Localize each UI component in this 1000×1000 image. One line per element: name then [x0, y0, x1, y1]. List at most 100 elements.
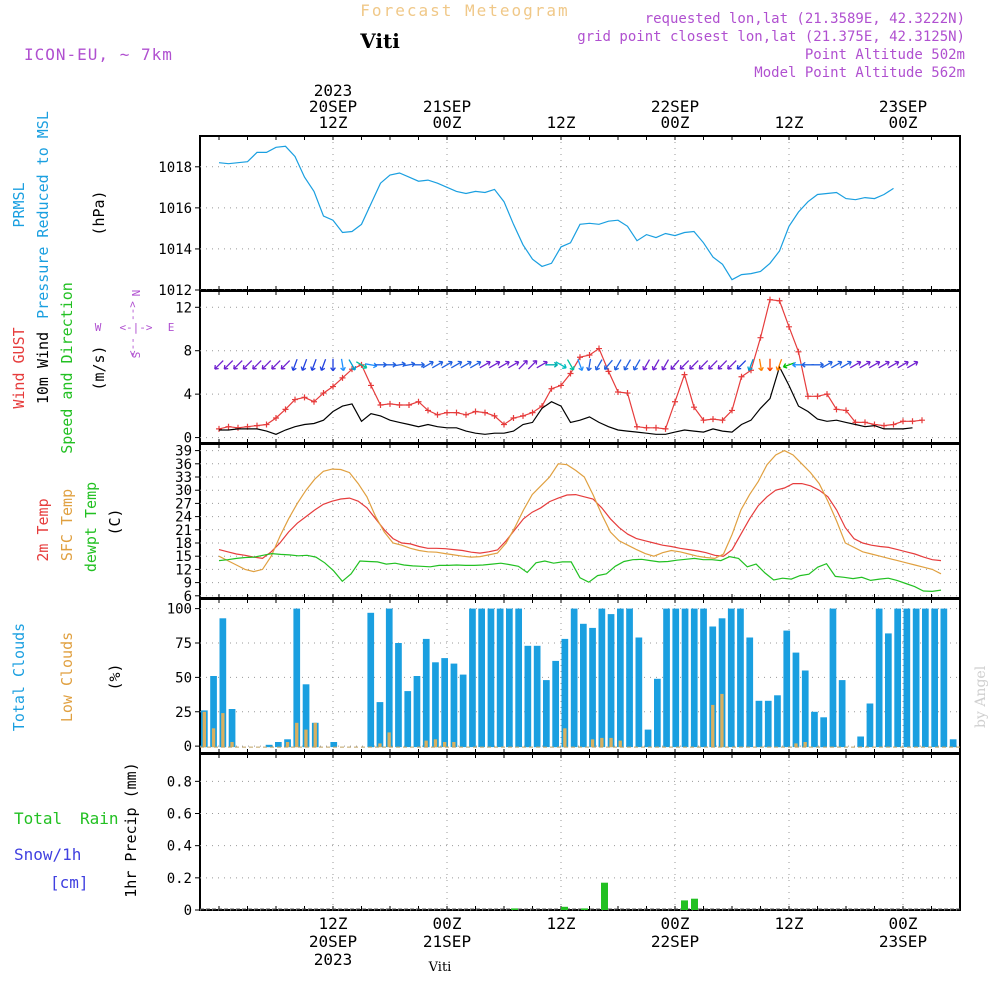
wind-direction-arrow: [830, 360, 843, 369]
compass-n-arrow: -->: [126, 301, 139, 321]
low-cloud-bar: [590, 739, 595, 748]
wind-direction-arrow: [488, 360, 501, 369]
gust-marker: [786, 323, 792, 330]
wind-direction-arrow: [878, 360, 890, 369]
top-time-label: 22SEP: [651, 97, 699, 116]
gust-marker: [330, 383, 336, 390]
total-cloud-bar: [838, 680, 846, 748]
gust-marker: [292, 396, 298, 403]
low-cloud-bar: [211, 728, 216, 748]
gust-marker: [691, 404, 697, 411]
bottom-time-label: 2023: [314, 950, 353, 969]
gust-marker: [520, 412, 526, 419]
wind-direction-arrow: [868, 360, 881, 369]
wind-direction-arrow: [310, 358, 317, 372]
compass-e-label: E: [168, 321, 175, 334]
wind-direction-arrow: [271, 360, 281, 370]
temperature-ytick-label: 30: [175, 483, 192, 499]
gust-marker: [225, 423, 232, 430]
compass-s-label: S: [130, 352, 143, 359]
wind-direction-arrow: [555, 361, 567, 369]
wind-direction-arrow: [469, 360, 482, 369]
wind-direction-arrow: [859, 360, 871, 369]
temperature-ytick-label: 15: [175, 549, 192, 565]
bottom-time-label: 21SEP: [423, 932, 471, 951]
wind-ytick-label: 4: [184, 387, 192, 403]
wind-ytick-label: 0: [184, 431, 192, 447]
compass-legend: W E <-|->--> N <--S: [95, 290, 175, 359]
total-cloud-bar: [617, 608, 624, 748]
total-cloud-bar: [922, 608, 929, 748]
precip-ytick-label: 0.6: [167, 807, 192, 823]
total-cloud-bar: [404, 691, 412, 748]
station-name: Viti: [359, 29, 400, 53]
precip-panel: 0 0.2 0.4 0.6 0.8: [167, 753, 961, 919]
wind-direction-arrow: [661, 359, 670, 371]
gust-marker: [700, 417, 707, 424]
point-altitude: Point Altitude 502m: [805, 47, 965, 63]
wind-direction-arrow: [670, 359, 680, 371]
wind-direction-arrow: [280, 360, 291, 370]
gust-marker: [301, 394, 308, 401]
wind-direction-arrow: [518, 359, 528, 370]
wind-direction-arrow: [577, 358, 584, 372]
wind-direction-arrow: [821, 360, 833, 369]
gust-marker: [368, 382, 374, 389]
gust-marker: [216, 425, 222, 432]
temp-label-unit: (C): [106, 508, 124, 535]
wind-direction-arrow: [840, 360, 852, 369]
temperature-frame: [199, 443, 961, 599]
gust-marker: [491, 412, 498, 419]
total-cloud-bar: [496, 608, 504, 748]
temperature-ytick-label: 9: [184, 576, 192, 592]
rain-bar: [681, 900, 688, 910]
wind-direction-arrow: [736, 360, 747, 370]
gust-marker: [757, 334, 764, 341]
bottom-time-label: 00Z: [661, 914, 690, 933]
total-cloud-bar: [801, 670, 809, 748]
gust-marker: [529, 409, 536, 416]
pressure-panel: 1012 1014 1016 1018: [158, 135, 961, 299]
bottom-time-label: 22SEP: [651, 932, 699, 951]
cloud-label-low: Low Clouds: [58, 632, 76, 722]
wind-direction-arrow: [355, 361, 368, 369]
total-cloud-bar: [432, 662, 439, 748]
temperature-ytick-label: 24: [175, 510, 192, 526]
model-altitude: Model Point Altitude 562m: [754, 65, 965, 81]
clouds-panel: 0 25 50 75 100: [167, 598, 961, 755]
clouds-ytick-label: 50: [175, 670, 192, 686]
precip-frame: [199, 753, 961, 911]
gust-marker: [653, 424, 659, 431]
wind-direction-arrow: [441, 360, 453, 369]
total-cloud-bar: [330, 742, 338, 748]
total-cloud-bar: [940, 608, 948, 748]
gust-marker: [415, 398, 422, 405]
gust-marker: [320, 390, 327, 397]
top-time-label: 00Z: [661, 113, 690, 132]
temp-label-sfc: SFC Temp: [58, 489, 76, 561]
gust-marker: [387, 400, 393, 407]
wind-direction-arrow: [242, 360, 253, 370]
low-cloud-bar: [711, 704, 715, 748]
compass-w-label: W: [95, 321, 102, 334]
precip-label-unit: 1hr Precip (mm): [122, 762, 140, 897]
low-cloud-bar: [378, 743, 382, 748]
total-cloud-bar: [681, 608, 689, 748]
total-cloud-bar: [395, 643, 402, 748]
total-cloud-bar: [672, 608, 680, 748]
total-cloud-bar: [764, 700, 772, 748]
wind-direction-arrow: [300, 358, 308, 372]
gust-marker: [729, 407, 735, 414]
total-cloud-bar: [385, 608, 393, 748]
temperature-ytick-label: 27: [175, 496, 192, 512]
compass-n-label: N: [130, 290, 143, 297]
low-cloud-bar: [387, 732, 391, 748]
total-cloud-bar: [552, 660, 559, 748]
wind-label-gust: Wind GUST: [10, 327, 28, 408]
pressure-ytick-label: 1018: [158, 160, 192, 176]
gust-marker: [453, 409, 460, 416]
precip-label-total: Total: [14, 809, 62, 828]
total-cloud-bar: [422, 638, 430, 748]
top-time-label: 00Z: [889, 113, 918, 132]
